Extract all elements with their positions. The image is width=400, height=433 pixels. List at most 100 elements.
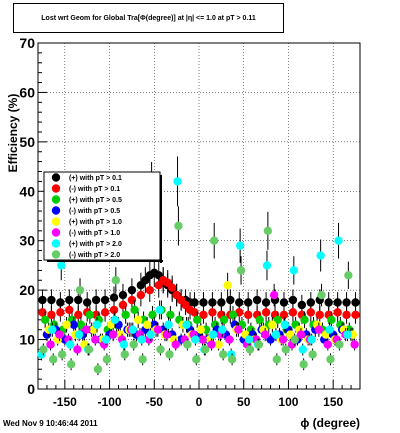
- data-point: [85, 310, 95, 320]
- data-point: [66, 340, 75, 349]
- data-point: [182, 320, 191, 329]
- legend-marker: [51, 250, 61, 259]
- data-point: [273, 315, 282, 324]
- legend-label: (-) with pT > 2.0: [69, 252, 120, 259]
- data-point: [84, 345, 94, 354]
- data-point: [262, 261, 272, 270]
- data-point: [226, 295, 235, 305]
- data-point: [255, 315, 265, 324]
- chart-title: Lost wrt Geom for Global Tra[Φ(degree)] …: [41, 14, 256, 22]
- data-point: [109, 293, 119, 302]
- data-point: [219, 315, 229, 324]
- data-point: [92, 320, 102, 329]
- legend-marker: [51, 228, 61, 237]
- data-point: [75, 285, 85, 295]
- legend-box: [43, 171, 161, 261]
- legend-marker: [51, 239, 61, 248]
- data-point: [333, 308, 342, 317]
- legend: (+) with pT > 0.1 (-) with pT > 0.1 (+) wi…: [43, 171, 163, 263]
- data-point: [254, 340, 264, 349]
- legend-shadow: [160, 175, 162, 263]
- chart-title-box: Lost wrt Geom for Global Tra[Φ(degree)] …: [13, 3, 284, 33]
- data-point: [40, 315, 50, 324]
- data-point: [263, 226, 273, 236]
- legend-marker: [51, 173, 61, 182]
- data-point: [300, 315, 309, 324]
- data-point: [323, 340, 332, 349]
- data-point: [225, 335, 234, 344]
- data-point: [315, 310, 324, 320]
- data-point: [73, 345, 82, 354]
- data-point: [210, 236, 219, 245]
- x-tick-label: 0: [196, 395, 203, 409]
- x-tick-label: 50: [237, 395, 251, 409]
- data-point: [198, 335, 207, 344]
- data-point: [91, 335, 100, 344]
- data-point: [76, 320, 86, 329]
- data-point: [252, 295, 262, 305]
- data-point: [208, 298, 217, 307]
- data-point: [342, 310, 351, 320]
- y-tick-label: 20: [19, 282, 35, 298]
- data-point: [343, 330, 352, 339]
- data-point: [174, 221, 183, 231]
- legend-shadow: [47, 260, 163, 262]
- data-point: [333, 298, 342, 307]
- data-point: [49, 355, 58, 364]
- data-point: [145, 285, 155, 295]
- data-point: [55, 330, 64, 339]
- data-point: [266, 335, 275, 344]
- data-point: [306, 298, 316, 307]
- x-tick-label: 100: [278, 395, 298, 409]
- data-point: [244, 335, 254, 344]
- data-point: [306, 308, 316, 317]
- data-point: [38, 295, 47, 305]
- data-point: [351, 298, 360, 307]
- data-point: [82, 325, 91, 334]
- data-point: [100, 295, 110, 305]
- legend-marker: [51, 184, 61, 193]
- data-point: [82, 298, 92, 307]
- data-point: [69, 320, 78, 329]
- x-tick-label: -50: [146, 395, 164, 409]
- data-point: [280, 320, 290, 329]
- data-point: [46, 340, 55, 349]
- data-point: [214, 340, 223, 349]
- data-point: [108, 330, 118, 339]
- data-point: [153, 325, 163, 334]
- data-point: [121, 310, 130, 320]
- data-point: [289, 266, 299, 275]
- data-point: [278, 335, 288, 344]
- data-point: [119, 340, 129, 349]
- data-point: [326, 355, 335, 364]
- data-point: [162, 330, 171, 339]
- data-point: [100, 308, 110, 317]
- data-point: [272, 355, 282, 364]
- data-point: [191, 335, 200, 344]
- data-point: [307, 335, 316, 344]
- data-point: [190, 298, 199, 307]
- y-tick-label: 10: [19, 332, 35, 348]
- data-point: [136, 290, 146, 300]
- data-point: [269, 290, 279, 300]
- data-point: [190, 308, 199, 317]
- data-point: [218, 350, 228, 359]
- data-point: [290, 335, 299, 344]
- data-point: [297, 300, 307, 310]
- data-point: [201, 345, 210, 354]
- data-point: [298, 345, 307, 354]
- data-point: [142, 320, 152, 329]
- data-point: [173, 177, 182, 186]
- data-point: [129, 340, 138, 349]
- data-point: [316, 251, 325, 260]
- data-point: [271, 330, 281, 339]
- data-point: [281, 345, 290, 354]
- data-point: [57, 261, 66, 270]
- data-point: [234, 325, 243, 334]
- data-point: [314, 325, 324, 334]
- data-point: [65, 305, 74, 315]
- data-point: [279, 310, 289, 320]
- y-axis: 0 10 20 30 40 50 60 70: [19, 35, 47, 397]
- legend-label: (+) with pT > 0.1: [69, 175, 122, 182]
